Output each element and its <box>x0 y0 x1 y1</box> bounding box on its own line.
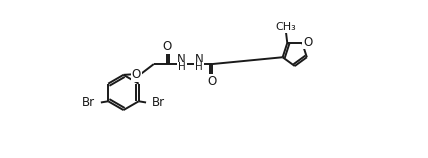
Text: O: O <box>303 36 312 49</box>
Text: CH₃: CH₃ <box>276 22 297 32</box>
Text: O: O <box>162 40 171 53</box>
Text: O: O <box>208 75 217 88</box>
Text: Br: Br <box>152 96 165 109</box>
Text: Br: Br <box>82 96 95 109</box>
Text: O: O <box>131 68 141 81</box>
Text: H: H <box>178 63 186 73</box>
Text: N: N <box>177 53 186 66</box>
Text: H: H <box>196 63 203 73</box>
Text: N: N <box>195 53 204 66</box>
